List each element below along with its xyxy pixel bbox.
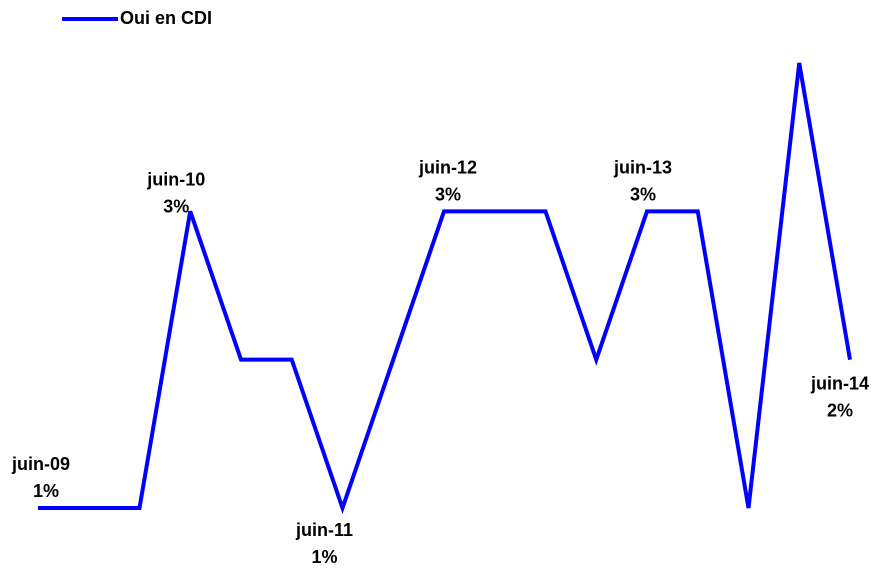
data-label-category: juin-09 bbox=[11, 454, 70, 474]
legend-label-oui-en-cdi: Oui en CDI bbox=[120, 8, 213, 28]
data-label-value: 1% bbox=[33, 481, 59, 501]
data-label-category: juin-12 bbox=[418, 157, 477, 177]
legend-swatch-oui-en-cdi bbox=[62, 16, 118, 21]
series-line-oui-en-cdi bbox=[38, 62, 852, 515]
data-label-value: 3% bbox=[163, 196, 189, 216]
data-label-value: 3% bbox=[630, 184, 656, 204]
data-label-category: juin-11 bbox=[295, 520, 353, 540]
data-label-value: 3% bbox=[435, 184, 461, 204]
data-label-category: juin-13 bbox=[613, 157, 672, 177]
data-label-value: 2% bbox=[827, 401, 853, 421]
data-label-value: 1% bbox=[311, 547, 337, 567]
chart-legend: Oui en CDI bbox=[62, 8, 212, 29]
data-label-category: juin-10 bbox=[146, 169, 205, 189]
data-label-category: juin-14 bbox=[810, 374, 869, 394]
